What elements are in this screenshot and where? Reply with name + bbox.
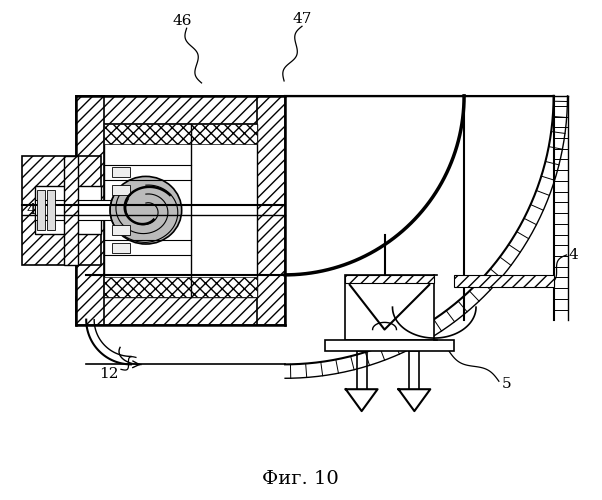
Bar — [22, 156, 101, 265]
Bar — [454, 275, 554, 287]
Bar — [36, 186, 101, 234]
Bar — [37, 190, 45, 230]
Text: Фиг. 10: Фиг. 10 — [262, 470, 338, 488]
Bar — [257, 96, 285, 324]
Bar — [104, 124, 257, 144]
Bar — [48, 190, 55, 230]
Bar — [345, 275, 434, 283]
Bar — [112, 243, 130, 253]
Text: 47: 47 — [293, 12, 312, 26]
Bar — [76, 296, 285, 324]
Ellipse shape — [110, 176, 182, 244]
Bar — [112, 225, 130, 235]
Text: 4: 4 — [569, 248, 579, 262]
Bar — [345, 275, 434, 340]
Bar — [112, 186, 130, 196]
Text: 12: 12 — [99, 368, 119, 382]
Bar — [112, 168, 130, 177]
Text: 5: 5 — [502, 377, 512, 391]
Bar — [76, 96, 285, 124]
Bar — [104, 277, 257, 296]
Bar — [36, 200, 165, 220]
Bar — [325, 340, 454, 351]
Text: 45: 45 — [27, 203, 46, 217]
Bar — [76, 96, 104, 324]
Bar — [104, 124, 257, 296]
Bar — [64, 156, 78, 265]
Text: 46: 46 — [173, 14, 193, 28]
